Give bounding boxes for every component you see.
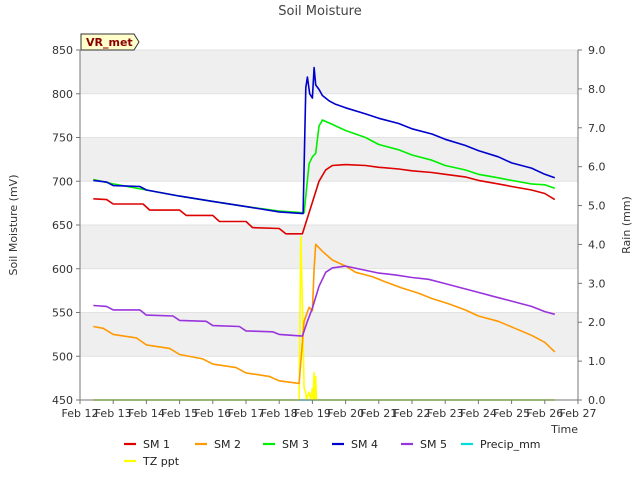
series-line-sm-5 (93, 265, 556, 337)
station-badge: VR_met (80, 33, 140, 51)
x-tick-label: Feb 27 (560, 407, 597, 420)
x-tick-label: Feb 20 (327, 407, 364, 420)
station-badge-label: VR_met (86, 36, 133, 49)
grid-band (80, 268, 578, 313)
grid-band (80, 225, 578, 269)
x-tick-label: Feb 24 (460, 407, 497, 420)
y2-tick-label: 2.0 (588, 316, 606, 329)
series-line-sm-4 (93, 66, 556, 215)
y2-tick-label: 7.0 (588, 122, 606, 135)
x-tick-label: Feb 26 (526, 407, 563, 420)
x-tick-label: Feb 14 (128, 407, 165, 420)
y2-tick-label: 3.0 (588, 277, 606, 290)
y-tick-label: 800 (52, 88, 73, 101)
x-tick-label: Feb 17 (228, 407, 265, 420)
y-tick-label: 550 (52, 307, 73, 320)
axes: 450 500 550 600 650 700 750 800 850 0.0 1.0 2.0 3.0 4… (52, 44, 606, 420)
x-tick-label: Feb 12 (62, 407, 99, 420)
series-line-sm-1 (93, 163, 556, 235)
x-tick-label: Feb 22 (394, 407, 431, 420)
x-tick-label: Feb 16 (194, 407, 231, 420)
y-tick-label: 850 (52, 44, 73, 57)
legend-label: SM 5 (420, 438, 447, 451)
x-axis-label: Time (550, 423, 578, 436)
y2-tick-label: 8.0 (588, 83, 606, 96)
y2-tick-label: 4.0 (588, 238, 606, 251)
legend-label: SM 4 (351, 438, 378, 451)
y2-tick-label: 1.0 (588, 355, 606, 368)
y-axis-label: Soil Moisture (mV) (7, 175, 20, 276)
station-badge-box (80, 33, 140, 51)
legend-label: SM 2 (214, 438, 241, 451)
x-tick-label: Feb 21 (360, 407, 397, 420)
chart-title: Soil Moisture (278, 4, 362, 19)
y2-tick-label: 0.0 (588, 394, 606, 407)
y2-tick-label: 9.0 (588, 44, 606, 57)
x-tick-label: Feb 23 (427, 407, 464, 420)
legend-label: Precip_mm (480, 438, 541, 451)
x-tick-label: Feb 18 (261, 407, 298, 420)
y2-axis-label: Rain (mm) (620, 196, 633, 254)
x-tick-label: Feb 25 (493, 407, 530, 420)
grid-bands (80, 49, 578, 401)
y-tick-label: 750 (52, 132, 73, 145)
x-tick-label: Feb 15 (161, 407, 198, 420)
x-tick-label: Feb 13 (95, 407, 132, 420)
y-tick-label: 450 (52, 394, 73, 407)
x-tick-label: Feb 19 (294, 407, 331, 420)
grid-band (80, 50, 578, 94)
y2-tick-label: 5.0 (588, 200, 606, 213)
legend-label: TZ ppt (142, 455, 180, 468)
legend: SM 1 SM 2 SM 3 SM 4 SM 5 Precip_mm TZ ppt (124, 438, 541, 468)
y-tick-label: 700 (52, 175, 73, 188)
y-tick-label: 500 (52, 350, 73, 363)
grid-band (80, 312, 578, 357)
y-tick-label: 600 (52, 263, 73, 276)
grid-band (80, 137, 578, 182)
series-line-sm-2 (93, 243, 556, 385)
grid-band (80, 356, 578, 400)
y2-tick-label: 6.0 (588, 161, 606, 174)
grid-band (80, 181, 578, 225)
y-tick-label: 650 (52, 219, 73, 232)
legend-label: SM 1 (143, 438, 170, 451)
legend-label: SM 3 (282, 438, 309, 451)
